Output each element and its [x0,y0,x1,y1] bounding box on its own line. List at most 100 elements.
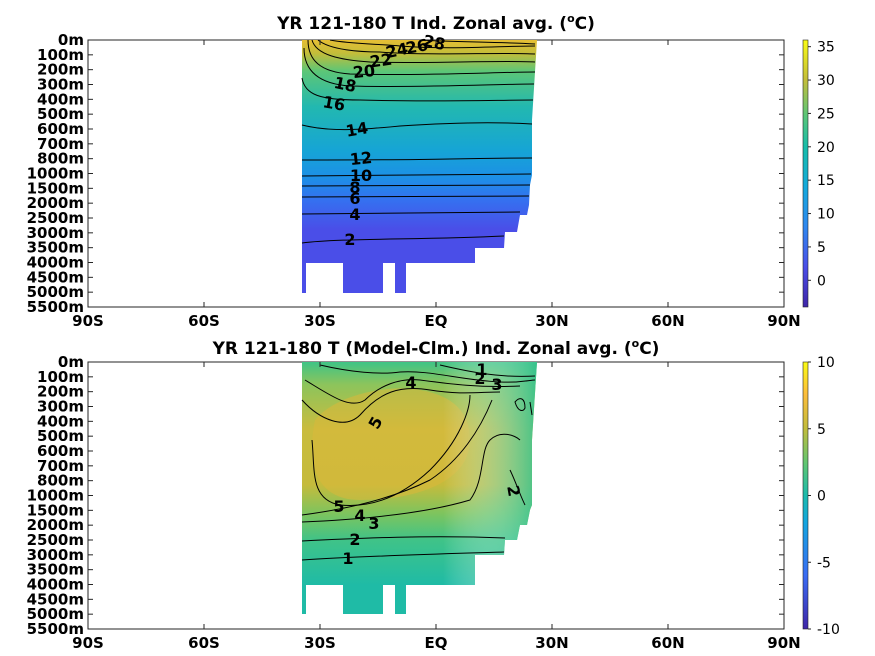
y-tick-label: 0m [58,353,84,371]
colorbar-tick-label: 0 [817,489,826,505]
y-tick-label: 500m [37,105,84,123]
contour-label-anomaly-1-low: 1 [342,549,353,568]
y-tick-label: 1500m [27,501,84,519]
contour-label-28: 28 [421,31,447,54]
contour-label-18: 18 [332,73,358,96]
contour-label-2: 2 [344,230,355,249]
y-tick-label: 600m [37,120,84,138]
field-anomaly [302,362,537,614]
x-tick-label: EQ [425,312,448,330]
deep-column-3 [395,263,406,293]
y-tick-label: 300m [37,398,84,416]
panel-title-anomaly: YR 121-180 T (Model-Clm.) Ind. Zonal avg… [212,337,660,359]
colorbar-tick-label: 0 [817,273,826,289]
colorbar-temperature: 35 30 25 20 15 10 5 0 [802,39,835,308]
y-tick-label: 5000m [27,283,84,301]
x-tick-label: 30N [535,634,568,652]
contour-label-8: 8 [349,178,360,197]
colorbar-tick-label: 25 [817,106,835,122]
contour-line-10 [301,173,532,177]
panel-temperature: YR 121-180 T Ind. Zonal avg. (oC) [27,12,835,330]
contour-label-24: 24 [384,39,410,62]
x-tick-label: 90N [767,634,800,652]
y-tick-label: 2000m [27,194,84,212]
y-tick-label: 200m [37,61,84,79]
y-tick-label: 3000m [27,546,84,564]
y-tick-label: 5500m [27,298,84,316]
contour-label-anomaly-1-top: 1 [476,360,487,379]
colorbar-tick-label: 20 [817,140,835,156]
contour-label-anomaly-4-top: 4 [405,373,416,392]
y-tick-label: 700m [37,135,84,153]
colorbar-tick-label: 15 [817,173,835,189]
y-tick-label: 1500m [27,179,84,197]
colorbar-gradient-temperature [802,39,809,308]
contour-line-anomaly-1b [301,551,505,561]
contour-label-6: 6 [349,189,360,208]
contour-label-20: 20 [352,61,376,82]
y-tick-label: 700m [37,457,84,475]
y-tick-label: 1000m [27,165,84,183]
x-tick-label: 30S [304,634,336,652]
y-tick-label: 2500m [27,531,84,549]
y-tick-label: 800m [37,150,84,168]
y-axis-anomaly: 0m100m200m300m400m500m600m700m800m1000m1… [27,353,784,638]
deep-column-1 [302,263,306,293]
x-tick-label: 90S [72,634,104,652]
deep-column-anomaly-2 [343,585,383,614]
contour-line-26 [329,39,536,49]
y-tick-label: 3500m [27,561,84,579]
contour-label-anomaly-5-low: 5 [333,497,344,516]
east-overlay-anomaly [302,362,537,585]
y-tick-label: 3000m [27,224,84,242]
contour-line-8 [301,184,531,187]
y-tick-label: 4000m [27,254,84,272]
x-tick-label: 30N [535,312,568,330]
contour-line-22 [311,39,536,64]
colorbar-tick-label: -10 [817,622,840,638]
y-tick-label: 300m [37,76,84,94]
field-temperature [302,40,537,293]
y-tick-label: 4000m [27,576,84,594]
y-tick-label: 200m [37,383,84,401]
y-tick-label: 3500m [27,239,84,257]
x-axis-temperature: 90S 60S 30S EQ 30N 60N 90N [72,40,801,330]
contour-labels-temperature: 28 26 24 22 20 18 16 14 12 10 8 6 4 2 [321,31,447,249]
contour-label-4: 4 [349,205,360,224]
colorbar-anomaly: 10 5 0 -5 -10 [802,355,840,638]
contour-line-anomaly-3a [304,379,521,404]
contour-labels-anomaly: 1 2 3 4 5 5 4 3 2 2 1 [333,360,523,568]
contour-label-16: 16 [321,92,346,115]
y-tick-label: 600m [37,442,84,460]
contour-line-2 [301,235,505,244]
panel-temperature-anomaly: YR 121-180 T (Model-Clm.) Ind. Zonal avg… [27,337,840,652]
colorbar-tick-label: 35 [817,40,835,56]
contour-line-24 [317,39,536,55]
y-tick-label: 2500m [27,209,84,227]
contour-label-anomaly-4-low: 4 [354,506,365,525]
x-tick-label: 60S [188,634,220,652]
y-tick-label: 5500m [27,620,84,638]
y-axis-temperature: 0m100m200m300m400m500m600m700m800m1000m1… [27,31,784,316]
y-tick-label: 400m [37,412,84,430]
contour-label-26: 26 [404,35,429,58]
y-tick-label: 0m [58,31,84,49]
x-tick-label: 60N [651,634,684,652]
contour-label-14: 14 [344,118,369,141]
y-tick-label: 4500m [27,590,84,608]
y-tick-label: 100m [37,46,84,64]
colorbar-tick-label: 30 [817,73,835,89]
contour-line-20 [307,39,536,76]
contour-line-anomaly-5a [311,394,471,506]
y-tick-label: 1000m [27,487,84,505]
y-tick-label: 100m [37,368,84,386]
y-tick-label: 500m [37,427,84,445]
contour-label-anomaly-2-top: 2 [474,369,485,388]
colorbar-tick-label: 5 [817,422,826,438]
contour-label-anomaly-2-east: 2 [503,484,524,498]
x-tick-label: 60N [651,312,684,330]
panel-title-temperature: YR 121-180 T Ind. Zonal avg. (oC) [276,12,595,34]
y-tick-label: 5000m [27,605,84,623]
contour-line-16 [301,77,534,102]
